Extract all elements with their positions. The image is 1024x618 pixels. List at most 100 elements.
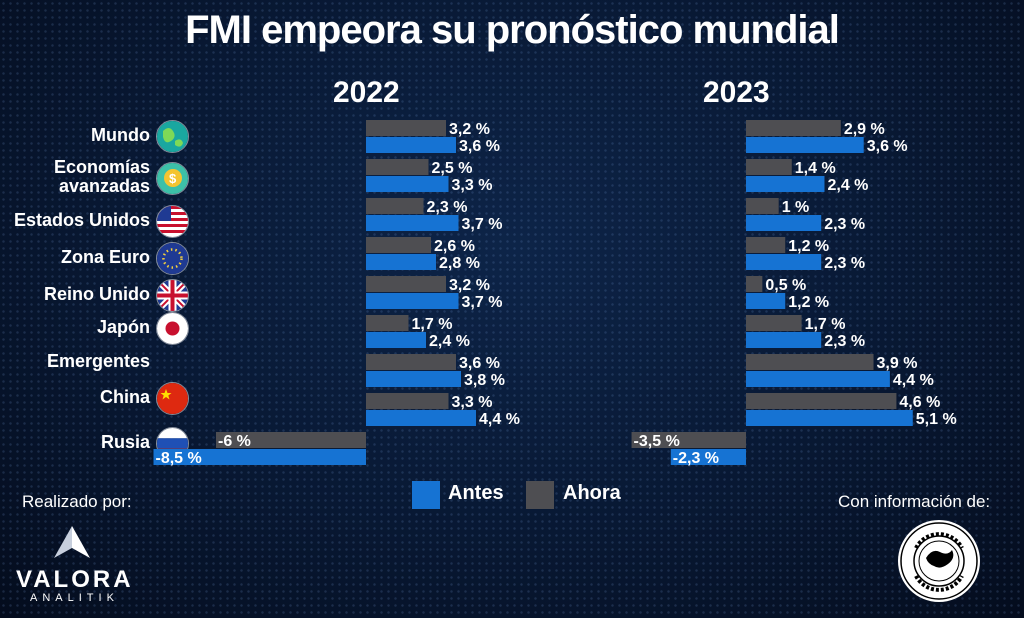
value-label-2022-antes-zona-euro: 2,8 % (439, 255, 480, 272)
bar-2022-antes-reino-unido (366, 293, 459, 309)
bar-2023-ahora-japon (746, 315, 802, 331)
value-label-2022-ahora-japon: 1,7 % (412, 316, 453, 333)
brand-sub: ANALITIK (30, 592, 119, 604)
bar-2022-antes-economias-avanzadas (366, 176, 449, 192)
bar-2023-antes-zona-euro (746, 254, 822, 270)
row-label-japon: Japón (96, 316, 150, 337)
panel-year-2023: 2023 (703, 76, 770, 109)
value-label-2022-antes-japon: 2,4 % (429, 333, 470, 350)
value-label-2022-antes-economias-avanzadas: 3,3 % (452, 177, 493, 194)
value-label-2023-ahora-economias-avanzadas: 1,4 % (795, 160, 836, 177)
row-label-zona-euro: Zona Euro (61, 246, 150, 267)
bar-2023-antes-japon (746, 332, 822, 348)
value-label-2022-ahora-china: 3,3 % (452, 394, 493, 411)
bar-2023-antes-mundo (746, 137, 864, 153)
value-label-2022-ahora-estados-unidos: 2,3 % (427, 199, 468, 216)
value-label-2023-ahora-japon: 1,7 % (805, 316, 846, 333)
value-label-2022-ahora-zona-euro: 2,6 % (434, 238, 475, 255)
legend-label-antes: Antes (448, 482, 504, 504)
credit-made-by: Realizado por: (22, 492, 132, 511)
value-label-2023-ahora-estados-unidos: 1 % (782, 199, 810, 216)
bar-2022-ahora-mundo (366, 120, 446, 136)
chart-title: FMI empeora su pronóstico mundial (185, 8, 840, 52)
value-label-2023-ahora-rusia: -3,5 % (634, 433, 680, 450)
bar-2022-antes-mundo (366, 137, 456, 153)
legend-label-ahora: Ahora (563, 482, 621, 504)
bar-2023-antes-economias-avanzadas (746, 176, 825, 192)
bar-2022-ahora-rusia (216, 432, 366, 448)
row-label-emergentes: Emergentes (46, 350, 150, 371)
globe-icon (156, 120, 189, 153)
value-label-2022-ahora-mundo: 3,2 % (449, 121, 490, 138)
bar-2023-ahora-economias-avanzadas (746, 159, 792, 175)
legend-swatch-ahora (526, 481, 554, 509)
bar-2022-ahora-reino-unido (366, 276, 446, 292)
brand-name: VALORA (16, 566, 134, 593)
imf-seal-icon (898, 520, 980, 602)
bar-2023-antes-estados-unidos (746, 215, 822, 231)
bar-2023-antes-china (746, 410, 913, 426)
value-label-2022-antes-reino-unido: 3,7 % (462, 294, 503, 311)
bar-2022-ahora-estados-unidos (366, 198, 424, 214)
value-label-2022-antes-china: 4,4 % (479, 411, 520, 428)
bar-2022-ahora-economias-avanzadas (366, 159, 429, 175)
bar-2022-antes-japon (366, 332, 426, 348)
row-label-economias-avanzadas: Economías avanzadas (53, 157, 150, 196)
bar-2023-ahora-zona-euro (746, 237, 786, 253)
bar-2022-ahora-zona-euro (366, 237, 431, 253)
bar-2023-ahora-emergentes (746, 354, 874, 370)
value-label-2022-antes-mundo: 3,6 % (459, 138, 500, 155)
value-label-2022-ahora-emergentes: 3,6 % (459, 355, 500, 372)
value-label-2023-ahora-reino-unido: 0,5 % (765, 277, 806, 294)
value-label-2023-antes-economias-avanzadas: 2,4 % (827, 177, 868, 194)
value-label-2023-ahora-emergentes: 3,9 % (877, 355, 918, 372)
value-label-2023-antes-rusia: -2,3 % (673, 450, 719, 467)
bar-2023-antes-rusia (670, 449, 746, 465)
bar-2022-antes-emergentes (366, 371, 461, 387)
value-label-2022-ahora-rusia: -6 % (218, 433, 251, 450)
bar-2022-antes-zona-euro (366, 254, 436, 270)
credit-source: Con información de: (838, 492, 991, 511)
bar-2022-ahora-china (366, 393, 449, 409)
coins-icon: $ (156, 162, 189, 195)
bar-2023-ahora-mundo (746, 120, 841, 136)
value-label-2023-antes-emergentes: 4,4 % (893, 372, 934, 389)
row-label-mundo: Mundo (91, 124, 150, 145)
flag-japan-icon (156, 312, 189, 345)
value-label-2022-ahora-reino-unido: 3,2 % (449, 277, 490, 294)
svg-text:$: $ (169, 171, 177, 186)
value-label-2023-ahora-zona-euro: 1,2 % (788, 238, 829, 255)
value-label-2023-antes-estados-unidos: 2,3 % (824, 216, 865, 233)
flag-china-icon (156, 382, 189, 415)
row-label-reino-unido: Reino Unido (44, 283, 150, 304)
bar-2022-ahora-emergentes (366, 354, 456, 370)
bar-2022-ahora-japon (366, 315, 409, 331)
bar-2022-antes-china (366, 410, 476, 426)
bar-2023-antes-emergentes (746, 371, 890, 387)
value-label-2023-antes-japon: 2,3 % (824, 333, 865, 350)
value-label-2022-antes-rusia: -8,5 % (156, 450, 202, 467)
flag-usa-icon (156, 205, 189, 238)
legend-swatch-antes (412, 481, 440, 509)
bar-2022-antes-rusia (153, 449, 366, 465)
value-label-2023-ahora-china: 4,6 % (899, 394, 940, 411)
bar-2023-ahora-reino-unido (746, 276, 763, 292)
valora-logo-icon (54, 526, 90, 558)
panel-year-2022: 2022 (333, 76, 400, 109)
value-label-2022-antes-emergentes: 3,8 % (464, 372, 505, 389)
value-label-2023-ahora-mundo: 2,9 % (844, 121, 885, 138)
value-label-2022-antes-estados-unidos: 3,7 % (462, 216, 503, 233)
bar-2022-antes-estados-unidos (366, 215, 459, 231)
value-label-2022-ahora-economias-avanzadas: 2,5 % (432, 160, 473, 177)
flag-eu-icon (156, 242, 189, 275)
row-label-china: China (99, 386, 150, 407)
bar-2023-antes-reino-unido (746, 293, 786, 309)
value-label-2023-antes-zona-euro: 2,3 % (824, 255, 865, 272)
value-label-2023-antes-mundo: 3,6 % (867, 138, 908, 155)
row-label-estados-unidos: Estados Unidos (13, 209, 150, 230)
bar-2023-ahora-estados-unidos (746, 198, 779, 214)
value-label-2023-antes-china: 5,1 % (916, 411, 957, 428)
bar-2023-ahora-china (746, 393, 897, 409)
row-label-rusia: Rusia (100, 431, 150, 452)
